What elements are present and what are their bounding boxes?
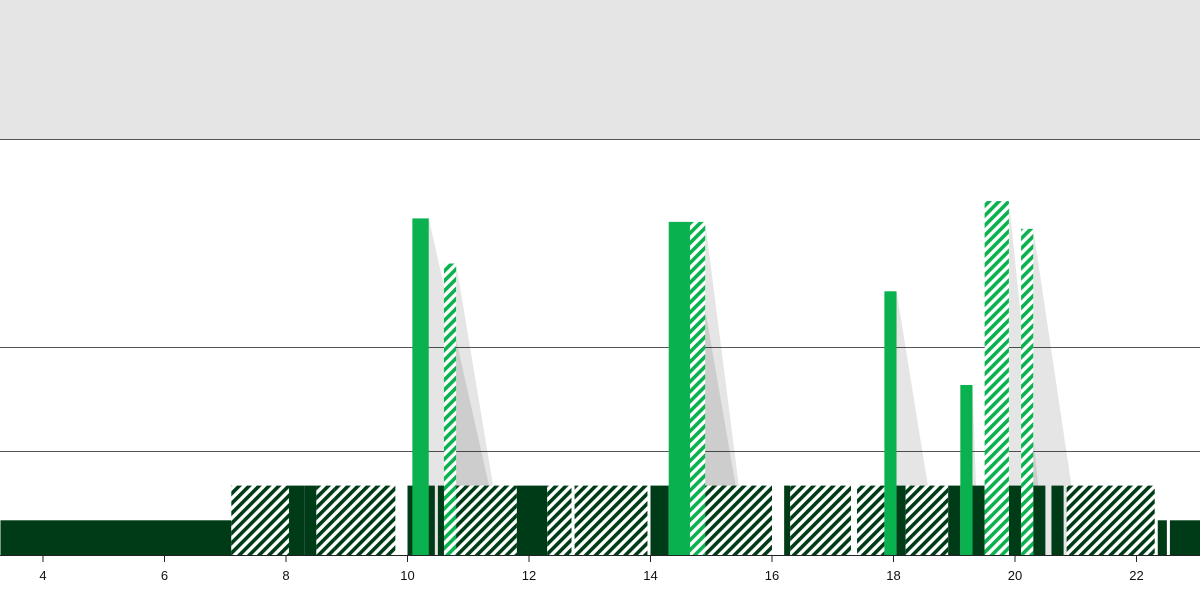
base-bar-10 [516,485,548,555]
x-tick-label-14: 14 [643,568,657,583]
base-bar-28 [1169,520,1200,555]
peak-shadow-7 [1033,228,1082,555]
base-bar-23 [1015,485,1022,555]
base-bar-26 [1066,485,1155,555]
base-bar-0 [0,520,232,555]
peak-bar-2 [668,221,690,555]
x-tick-label-18: 18 [886,568,900,583]
base-bar-20 [948,485,961,555]
base-bar-12 [574,485,648,555]
base-bar-7 [425,485,435,555]
peak-shadow-3 [705,221,748,555]
base-bar-19 [905,485,949,555]
base-bar-21 [972,485,985,555]
base-bars [0,485,1200,555]
peak-shadow-6 [1008,201,1046,555]
base-bar-14 [705,485,772,555]
base-bar-4 [316,485,335,555]
x-tick-label-4: 4 [39,568,46,583]
x-tick-label-10: 10 [400,568,414,583]
top-band [0,0,1200,139]
base-bar-18 [896,485,906,555]
base-bar-24 [1033,485,1046,555]
x-tick-label-12: 12 [522,568,536,583]
base-bar-17 [857,485,885,555]
base-bar-27 [1157,520,1167,555]
peak-bar-6 [984,201,1009,555]
base-bar-16 [790,485,851,555]
base-bar-13 [650,485,669,555]
base-bar-11 [547,485,572,555]
base-bar-25 [1051,485,1064,555]
peak-bar-0 [412,218,429,555]
base-bar-1 [231,485,290,555]
x-tick-label-8: 8 [282,568,289,583]
x-axis: 4 6 8 10 12 14 16 18 20 22 [0,555,1200,583]
base-bar-3 [304,485,317,555]
x-tick-label-20: 20 [1008,568,1022,583]
base-bar-2 [289,485,305,555]
peak-bar-7 [1021,228,1034,555]
x-tick-label-6: 6 [161,568,168,583]
base-bar-22 [1008,485,1015,555]
peak-bar-1 [443,263,457,555]
base-bar-15 [784,485,791,555]
peak-bars [412,201,1034,555]
x-tick-label-16: 16 [765,568,779,583]
base-bar-5 [334,485,396,555]
base-bar-9 [456,485,517,555]
peak-bar-5 [960,384,973,555]
x-tick-label-22: 22 [1129,568,1143,583]
peak-bar-3 [689,221,706,555]
peak-bar-4 [884,291,897,555]
peak-shadow-1 [456,263,505,555]
